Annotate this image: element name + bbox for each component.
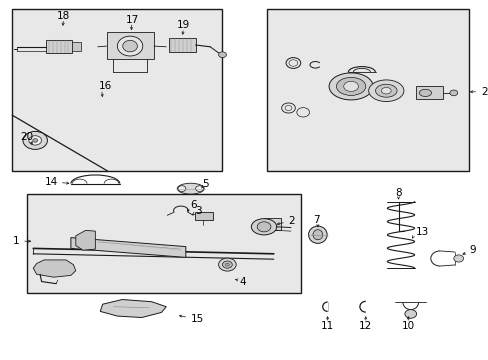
Ellipse shape	[117, 36, 142, 56]
Text: 18: 18	[57, 11, 70, 21]
Ellipse shape	[312, 230, 322, 240]
Bar	[106, 32, 154, 59]
Polygon shape	[71, 238, 185, 257]
Text: 15: 15	[190, 314, 203, 324]
Ellipse shape	[177, 183, 204, 194]
Text: 21: 21	[481, 87, 488, 97]
Bar	[72, 42, 81, 51]
Text: 7: 7	[313, 215, 320, 225]
Ellipse shape	[375, 84, 396, 97]
Text: 6: 6	[189, 200, 196, 210]
Circle shape	[218, 52, 226, 58]
Ellipse shape	[343, 81, 358, 91]
Ellipse shape	[336, 77, 365, 95]
Bar	[264, 218, 281, 230]
Text: 2: 2	[288, 216, 295, 226]
Polygon shape	[100, 300, 166, 318]
Ellipse shape	[418, 89, 431, 96]
Text: 17: 17	[125, 15, 139, 25]
Circle shape	[449, 90, 457, 96]
Circle shape	[29, 136, 41, 145]
Polygon shape	[76, 230, 95, 250]
Ellipse shape	[381, 87, 390, 94]
Text: 9: 9	[468, 245, 475, 255]
Circle shape	[23, 131, 47, 149]
Polygon shape	[33, 260, 76, 277]
Text: 3: 3	[194, 206, 201, 216]
Bar	[27, 194, 300, 293]
Text: 12: 12	[358, 321, 372, 331]
Bar	[194, 212, 212, 220]
Circle shape	[225, 263, 229, 266]
Circle shape	[222, 261, 232, 268]
Text: 5: 5	[202, 179, 208, 189]
Text: 13: 13	[415, 227, 428, 237]
Ellipse shape	[368, 80, 403, 102]
Text: 19: 19	[176, 20, 190, 30]
Text: 8: 8	[394, 188, 401, 198]
Text: 1: 1	[13, 236, 20, 246]
Bar	[415, 86, 442, 99]
Ellipse shape	[328, 73, 372, 100]
Circle shape	[218, 258, 236, 271]
Text: 16: 16	[98, 81, 112, 91]
Bar	[266, 9, 468, 171]
Circle shape	[33, 139, 38, 142]
Ellipse shape	[308, 226, 326, 243]
Bar	[46, 40, 72, 53]
Text: 10: 10	[401, 321, 414, 331]
Text: 11: 11	[320, 321, 334, 331]
Bar	[12, 9, 222, 171]
Bar	[168, 38, 195, 52]
Text: 14: 14	[44, 177, 58, 187]
Ellipse shape	[122, 40, 137, 52]
Text: 4: 4	[239, 276, 246, 287]
Text: 20: 20	[20, 132, 33, 142]
Ellipse shape	[251, 219, 276, 235]
Circle shape	[404, 310, 416, 318]
Ellipse shape	[257, 222, 270, 232]
Circle shape	[453, 255, 463, 262]
Circle shape	[178, 186, 185, 192]
Circle shape	[195, 186, 203, 192]
